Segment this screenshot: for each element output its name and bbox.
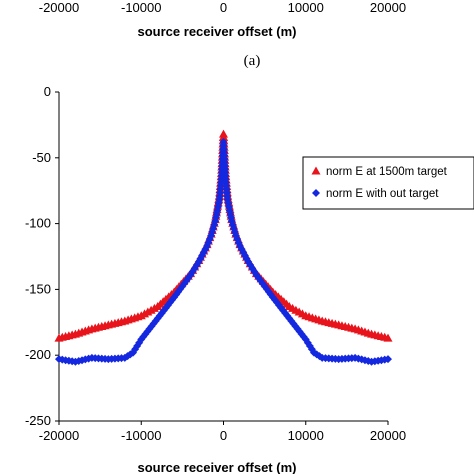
y-tick-label: 0 bbox=[44, 84, 51, 99]
y-tick-label: -200 bbox=[25, 347, 51, 362]
data-point bbox=[383, 333, 393, 342]
top-x-tick-label: -20000 bbox=[39, 0, 79, 15]
top-x-axis-title: source receiver offset (m) bbox=[138, 24, 297, 39]
legend-marker bbox=[312, 189, 320, 197]
x-tick-label: -20000 bbox=[39, 428, 79, 443]
data-point bbox=[196, 254, 205, 263]
panel-label: (a) bbox=[244, 53, 261, 69]
legend-label: norm E at 1500m target bbox=[326, 166, 448, 178]
top-x-tick-labels: -20000 -10000 0 10000 20000 bbox=[39, 0, 406, 15]
y-tick-label: -100 bbox=[25, 216, 51, 231]
legend-marker bbox=[311, 166, 321, 175]
top-chart-fragment: -20000 -10000 0 10000 20000 source receiver … bbox=[39, 0, 406, 69]
legend: norm E at 1500m target norm E with out ta… bbox=[302, 156, 474, 210]
data-point bbox=[123, 352, 132, 361]
y-tick-label: -50 bbox=[32, 150, 51, 165]
x-axis-ticks: -20000 -10000 0 10000 20000 bbox=[39, 421, 406, 443]
series-diamond bbox=[55, 138, 392, 366]
legend-item: norm E at 1500m target bbox=[311, 166, 448, 178]
series-layer bbox=[54, 129, 393, 366]
top-x-tick-label: -10000 bbox=[121, 0, 161, 15]
y-axis-ticks: 0 -50 -100 -150 -200 -250 bbox=[25, 84, 59, 428]
top-x-tick-label: 10000 bbox=[288, 0, 324, 15]
legend-box bbox=[302, 156, 474, 210]
x-axis-title: source receiver offset (m) bbox=[138, 460, 297, 474]
top-x-tick-label: 0 bbox=[220, 0, 227, 15]
data-point bbox=[384, 355, 392, 364]
x-tick-label: 20000 bbox=[370, 428, 406, 443]
y-tick-label: -250 bbox=[25, 413, 51, 428]
top-x-tick-label: 20000 bbox=[370, 0, 406, 15]
y-tick-label: -150 bbox=[25, 281, 51, 296]
legend-items: norm E at 1500m target norm E with out ta… bbox=[311, 166, 448, 200]
legend-item: norm E with out target bbox=[312, 188, 439, 200]
x-tick-label: 10000 bbox=[288, 428, 324, 443]
chart-plot-area: 0 -50 -100 -150 -200 -250 -20000 -10000 0 10000 2… bbox=[25, 84, 406, 474]
x-tick-label: 0 bbox=[220, 428, 227, 443]
x-tick-label: -10000 bbox=[121, 428, 161, 443]
legend-label: norm E with out target bbox=[326, 188, 439, 200]
